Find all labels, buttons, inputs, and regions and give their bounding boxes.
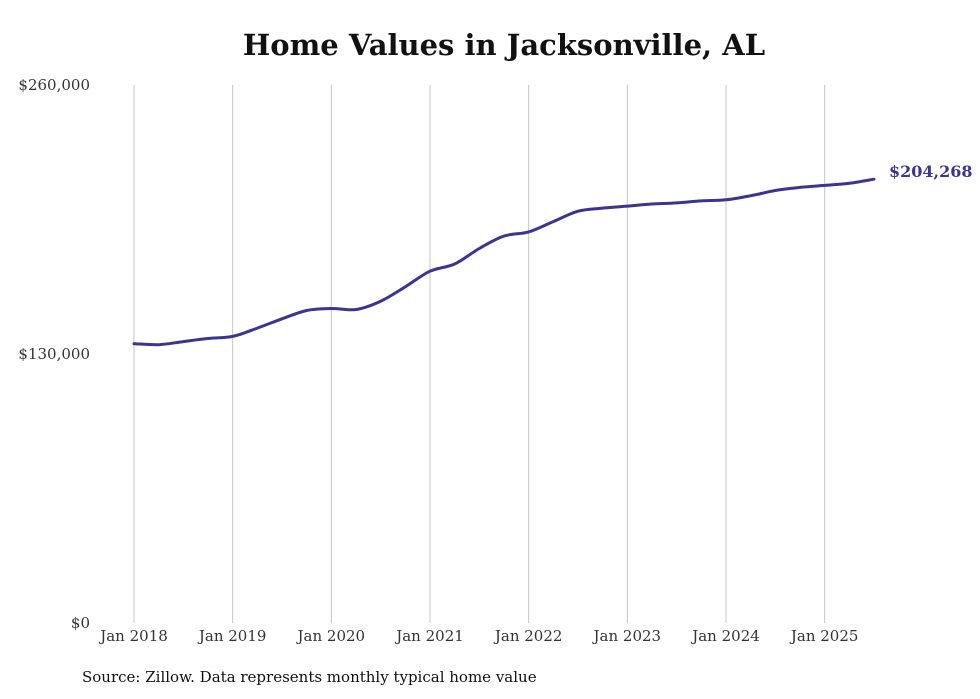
y-tick-label: $130,000 [18,345,90,363]
x-tick-label: Jan 2023 [592,627,662,645]
x-axis: Jan 2018 Jan 2019 Jan 2020 Jan 2021 Jan 2022… [98,627,858,645]
x-tick-label: Jan 2025 [789,627,859,645]
x-tick-label: Jan 2019 [197,627,267,645]
x-tick-label: Jan 2020 [296,627,366,645]
vertical-gridlines [133,85,826,623]
series: $204,268 [132,162,973,347]
chart-title: Home Values in Jacksonville, AL [242,28,766,62]
end-value-label: $204,268 [889,162,973,181]
x-tick-label: Jan 2024 [690,627,760,645]
x-tick-label: Jan 2021 [394,627,464,645]
y-axis: $0 $130,000 $260,000 [18,76,90,632]
series-line [132,177,876,347]
x-tick-label: Jan 2022 [493,627,563,645]
source-note: Source: Zillow. Data represents monthly … [82,668,537,686]
y-tick-label: $0 [71,614,90,632]
x-tick-label: Jan 2018 [98,627,168,645]
y-tick-label: $260,000 [18,76,90,94]
